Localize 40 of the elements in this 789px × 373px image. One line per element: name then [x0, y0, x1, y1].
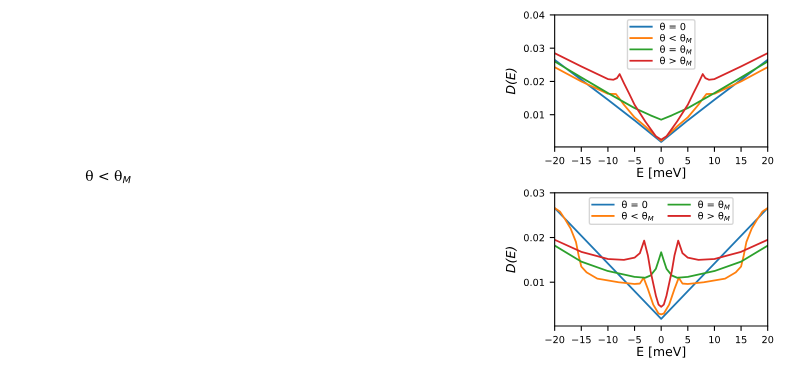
x-tick-label: 0 — [658, 156, 664, 164]
x-axis-title: E [meV] — [637, 346, 686, 358]
y-axis-title: D(E) — [506, 68, 517, 94]
y-tick-label: 0.02 — [524, 78, 544, 86]
x-axis-title: E [meV] — [637, 167, 686, 179]
line-series — [554, 244, 768, 279]
x-tick-label: 5 — [685, 156, 690, 164]
x-tick-label: −20 — [545, 336, 564, 344]
x-tick-label: −20 — [545, 156, 564, 164]
legend-label: θ > θ$_{M}$ — [660, 56, 692, 66]
y-axis-title: D(E) — [506, 247, 517, 273]
legend-label: θ < θ$_{M}$ — [660, 34, 692, 44]
x-tick-label: 10 — [709, 336, 720, 344]
x-tick-label: −15 — [572, 156, 591, 164]
y-tick-label: 0.03 — [524, 189, 544, 197]
x-tick-label: −10 — [598, 156, 618, 164]
y-tick-label: 0.02 — [524, 234, 544, 242]
x-tick-label: −5 — [628, 336, 641, 344]
legend-label: θ < θ$_{M}$ — [622, 212, 654, 221]
x-tick-label: −5 — [628, 156, 641, 164]
legend-label: θ = θ$_{M}$ — [660, 45, 692, 54]
x-tick-label: −10 — [598, 336, 618, 344]
line-series — [554, 238, 768, 308]
legend-label: θ = θ$_{M}$ — [698, 200, 730, 210]
y-tick-label: 0.04 — [524, 11, 544, 19]
text: θ < θ$_{M}$ — [86, 170, 131, 184]
y-tick-label: 0.01 — [524, 278, 544, 286]
x-tick-label: −15 — [572, 336, 591, 344]
x-tick-label: 20 — [762, 336, 774, 344]
x-tick-label: 20 — [762, 156, 774, 164]
y-tick-label: 0.03 — [524, 44, 544, 52]
legend-label: θ > θ$_{M}$ — [698, 212, 730, 221]
x-tick-label: 15 — [736, 336, 746, 344]
x-tick-label: 5 — [685, 336, 690, 344]
y-tick-label: 0.01 — [524, 111, 544, 119]
x-tick-label: 15 — [736, 156, 746, 164]
x-tick-label: 10 — [709, 156, 720, 164]
legend-label: θ = 0 — [622, 200, 648, 208]
x-tick-label: 0 — [658, 336, 664, 344]
legend-label: θ = 0 — [660, 22, 686, 30]
